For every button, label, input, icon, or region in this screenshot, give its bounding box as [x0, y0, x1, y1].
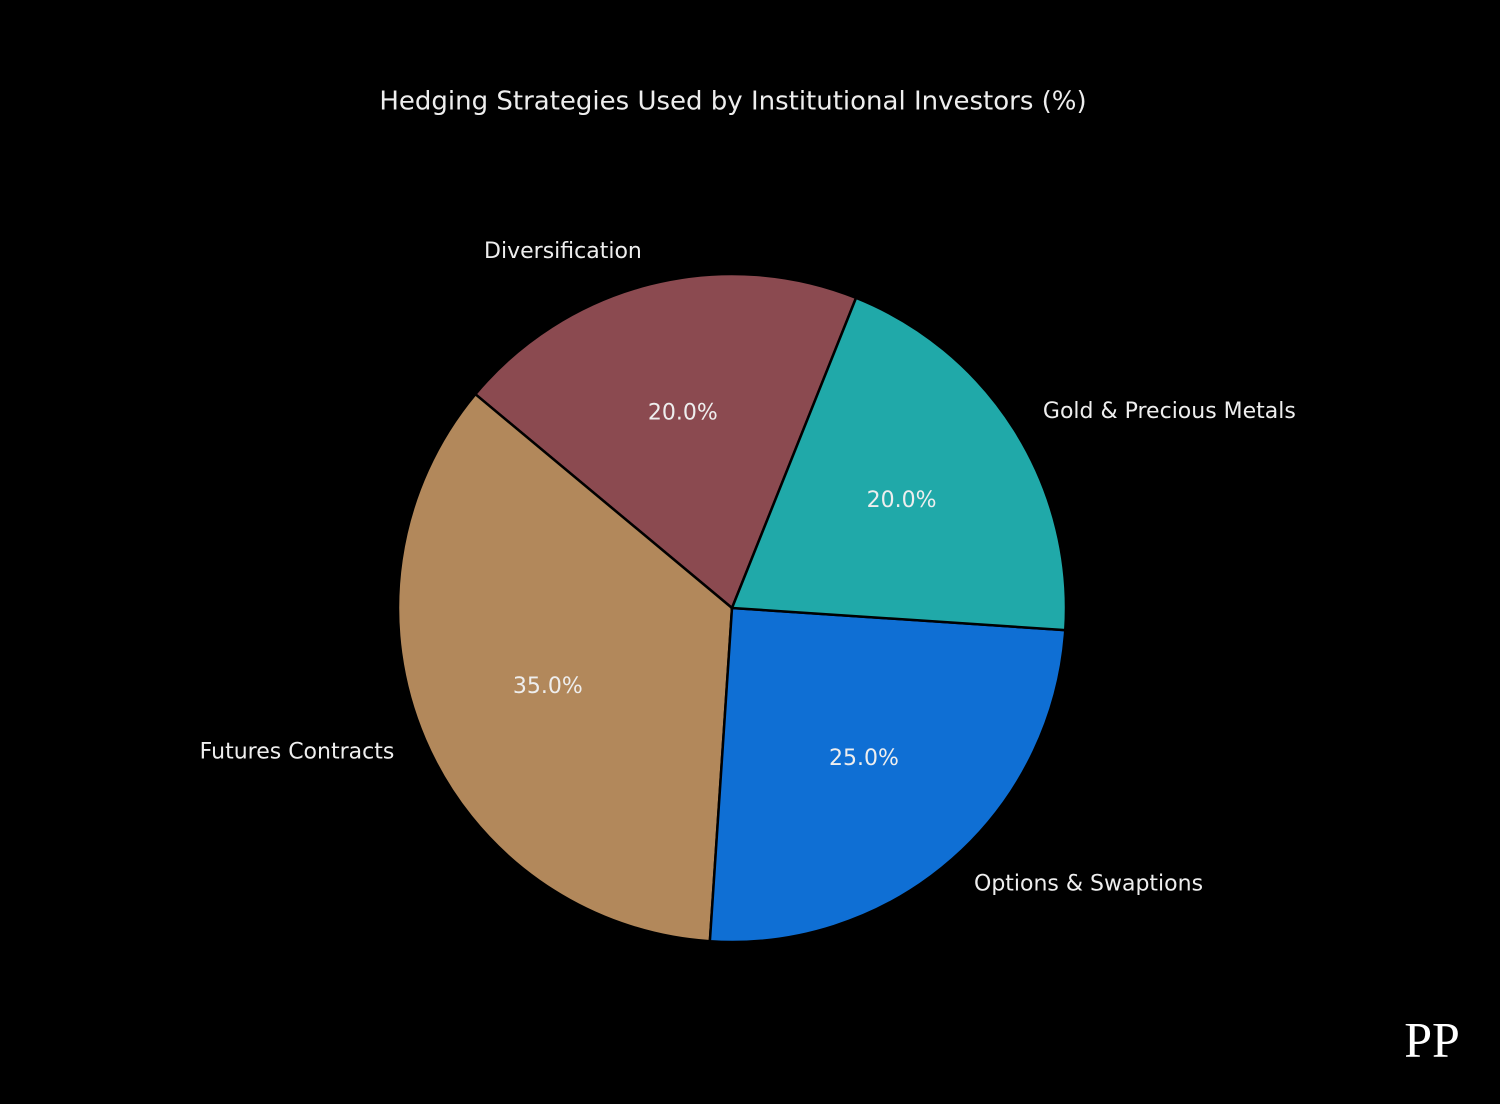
value-label: 25.0%: [829, 746, 899, 771]
value-label: 20.0%: [867, 488, 937, 513]
chart-title: Hedging Strategies Used by Institutional…: [379, 87, 1086, 117]
slice-label: Gold & Precious Metals: [1043, 399, 1296, 424]
value-label: 35.0%: [513, 674, 583, 699]
pie-slice: [473, 272, 858, 611]
value-label: 20.0%: [648, 401, 718, 426]
slice-label: Futures Contracts: [200, 740, 395, 765]
pie-slice: [708, 606, 1067, 944]
slice-label: Diversification: [484, 239, 642, 264]
pie-slice: [730, 296, 1068, 632]
watermark: PP: [1404, 1011, 1460, 1067]
slice-label: Options & Swaptions: [974, 871, 1203, 896]
pie-slice: [396, 392, 734, 943]
